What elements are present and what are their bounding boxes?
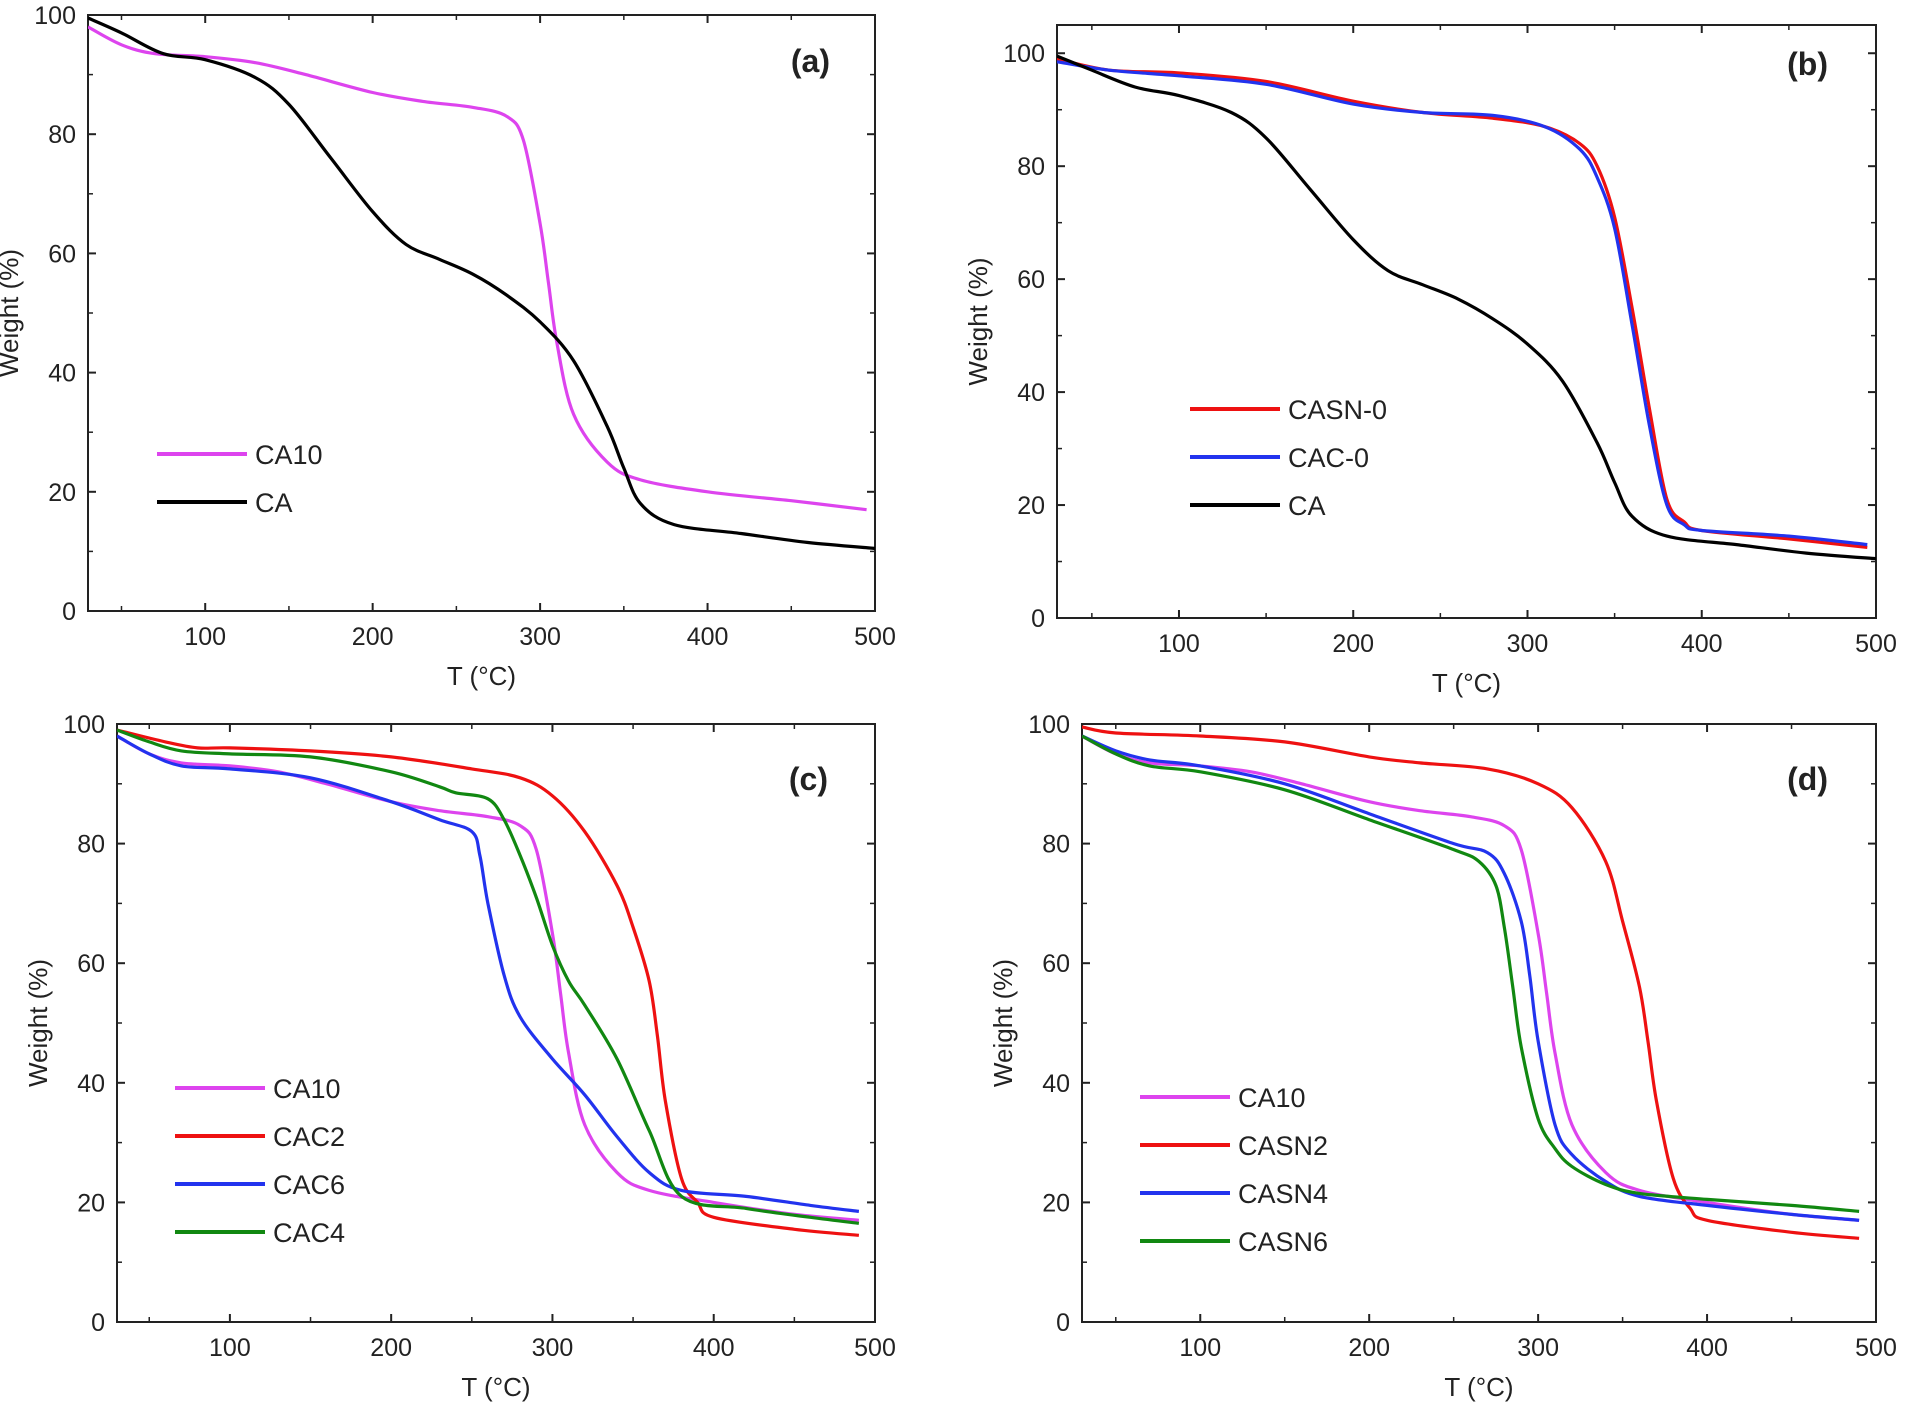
- legend-label: CAC4: [273, 1218, 345, 1248]
- legend-label: CA: [1288, 491, 1326, 521]
- legend-label: CA10: [255, 440, 323, 470]
- plot-frame: [87, 14, 876, 612]
- x-tick-label: 200: [352, 623, 394, 651]
- y-tick-label: 60: [48, 240, 76, 268]
- y-tick-label: 20: [1017, 492, 1045, 520]
- series-line-casn4: [1082, 734, 1860, 1222]
- x-tick-label: 500: [854, 1334, 896, 1362]
- x-tick-label: 200: [1332, 630, 1374, 658]
- x-tick-label: 400: [1681, 630, 1723, 658]
- y-tick-label: 80: [1017, 153, 1045, 181]
- x-tick-label: 100: [184, 623, 226, 651]
- series-line-casn2: [1082, 725, 1860, 1240]
- legend-label: CA10: [1238, 1083, 1306, 1113]
- x-tick-label: 300: [1517, 1334, 1559, 1362]
- y-axis-title: Weight (%): [988, 959, 1018, 1087]
- y-tick-label: 20: [77, 1189, 105, 1217]
- panel-label: (a): [791, 43, 830, 79]
- series-line-casn-0: [1057, 57, 1868, 549]
- y-tick-label: 40: [1042, 1070, 1070, 1098]
- y-axis-title: Weight (%): [23, 959, 53, 1087]
- x-tick-label: 100: [1179, 1334, 1221, 1362]
- x-tick-label: 400: [693, 1334, 735, 1362]
- legend-label: CASN2: [1238, 1131, 1328, 1161]
- y-tick-label: 20: [1042, 1189, 1070, 1217]
- y-axis-title: Weight (%): [0, 249, 24, 377]
- legend-label: CASN6: [1238, 1227, 1328, 1257]
- x-tick-label: 100: [209, 1334, 251, 1362]
- y-tick-label: 0: [1031, 605, 1045, 633]
- series-line-ca: [88, 16, 875, 550]
- legend-label: CASN-0: [1288, 395, 1387, 425]
- x-tick-label: 400: [1686, 1334, 1728, 1362]
- x-tick-label: 500: [1855, 630, 1897, 658]
- series-line-ca10: [88, 25, 867, 512]
- legend-label: CA10: [273, 1074, 341, 1104]
- y-tick-label: 100: [34, 2, 76, 30]
- series-line-cac6: [117, 734, 860, 1213]
- y-tick-label: 80: [77, 831, 105, 859]
- y-tick-label: 80: [48, 121, 76, 149]
- x-axis-title: T (°C): [447, 661, 516, 691]
- series-line-cac-0: [1057, 60, 1868, 547]
- panel-label: (b): [1787, 46, 1828, 82]
- legend-label: CASN4: [1238, 1179, 1328, 1209]
- legend-label: CAC6: [273, 1170, 345, 1200]
- x-tick-label: 200: [370, 1334, 412, 1362]
- panel-3: 100 200 300 400 500 0 20 40 60 80 100 T (°C) Weight …: [988, 711, 1897, 1402]
- x-tick-label: 400: [687, 623, 729, 651]
- panel-label: (d): [1787, 761, 1828, 797]
- y-tick-label: 20: [48, 479, 76, 507]
- legend-label: CAC2: [273, 1122, 345, 1152]
- y-tick-label: 40: [1017, 379, 1045, 407]
- series-line-ca10: [1082, 734, 1860, 1222]
- legend-label: CAC-0: [1288, 443, 1369, 473]
- y-tick-label: 60: [1017, 266, 1045, 294]
- x-tick-label: 300: [1507, 630, 1549, 658]
- y-tick-label: 0: [91, 1309, 105, 1337]
- plot-frame: [1081, 723, 1877, 1323]
- series-line-cac2: [117, 728, 860, 1237]
- y-tick-label: 100: [1003, 40, 1045, 68]
- x-tick-label: 500: [854, 623, 896, 651]
- y-tick-label: 40: [48, 360, 76, 388]
- x-tick-label: 300: [532, 1334, 574, 1362]
- x-axis-title: T (°C): [461, 1372, 530, 1402]
- series-line-cac4: [117, 728, 860, 1225]
- y-tick-label: 60: [1042, 950, 1070, 978]
- y-tick-label: 100: [63, 711, 105, 739]
- legend-label: CA: [255, 488, 293, 518]
- x-axis-title: T (°C): [1432, 668, 1501, 698]
- y-tick-label: 0: [1056, 1309, 1070, 1337]
- x-axis-title: T (°C): [1444, 1372, 1513, 1402]
- panel-1: 100 200 300 400 500 0 20 40 60 80 100 T (°C) Weight …: [963, 24, 1897, 698]
- y-axis-title: Weight (%): [963, 257, 993, 385]
- y-tick-label: 40: [77, 1070, 105, 1098]
- series-line-ca: [1057, 54, 1876, 561]
- x-tick-label: 200: [1348, 1334, 1390, 1362]
- panel-2: 100 200 300 400 500 0 20 40 60 80 100 T (°C) Weight …: [23, 711, 896, 1402]
- x-tick-label: 300: [519, 623, 561, 651]
- y-tick-label: 80: [1042, 831, 1070, 859]
- y-tick-label: 60: [77, 950, 105, 978]
- x-tick-label: 100: [1158, 630, 1200, 658]
- y-tick-label: 0: [62, 598, 76, 626]
- series-line-casn6: [1082, 734, 1860, 1213]
- x-tick-label: 500: [1855, 1334, 1897, 1362]
- y-tick-label: 100: [1028, 711, 1070, 739]
- series-line-ca10: [117, 734, 860, 1222]
- panel-label: (c): [789, 761, 828, 797]
- panel-0: 100 200 300 400 500 0 20 40 60 80 100 T (°C) Weight …: [0, 2, 896, 691]
- plot-frame: [1056, 24, 1877, 619]
